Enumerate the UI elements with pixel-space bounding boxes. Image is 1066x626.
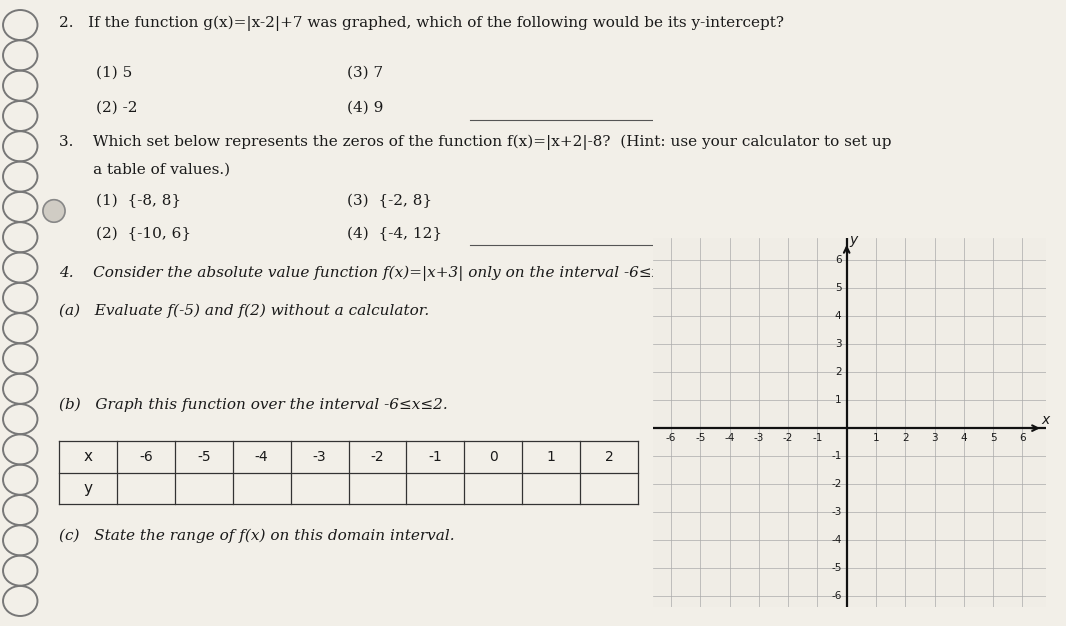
Text: 5: 5 <box>835 283 841 293</box>
Text: 1: 1 <box>873 433 879 443</box>
Text: -6: -6 <box>139 450 152 464</box>
Text: (3) 7: (3) 7 <box>346 66 383 80</box>
Text: 3.    Which set below represents the zeros of the function f(x)=|x+2|-8?  (Hint:: 3. Which set below represents the zeros … <box>59 135 891 150</box>
Text: -5: -5 <box>695 433 706 443</box>
Text: (a)   Evaluate f(-5) and f(2) without a calculator.: (a) Evaluate f(-5) and f(2) without a ca… <box>59 304 430 318</box>
Text: 1: 1 <box>835 395 841 405</box>
Text: -1: -1 <box>429 450 442 464</box>
Text: (b)   Graph this function over the interval -6≤x≤2.: (b) Graph this function over the interva… <box>59 398 448 412</box>
Text: (1) 5: (1) 5 <box>96 66 132 80</box>
Text: (2)  {-10, 6}: (2) {-10, 6} <box>96 227 191 241</box>
Text: 3: 3 <box>932 433 938 443</box>
Text: -2: -2 <box>371 450 384 464</box>
Text: -5: -5 <box>831 563 841 573</box>
Text: 4: 4 <box>835 311 841 321</box>
Text: -1: -1 <box>812 433 823 443</box>
Text: (2) -2: (2) -2 <box>96 100 138 114</box>
Text: -4: -4 <box>725 433 734 443</box>
Text: 4.    Consider the absolute value function f(x)=|x+3| only on the interval -6≤x≤: 4. Consider the absolute value function … <box>59 266 688 282</box>
Text: x: x <box>83 449 93 464</box>
Text: -2: -2 <box>782 433 793 443</box>
Text: 1: 1 <box>547 450 555 464</box>
Text: 0: 0 <box>489 450 498 464</box>
Text: 2: 2 <box>902 433 908 443</box>
Text: 2: 2 <box>604 450 614 464</box>
Text: 5: 5 <box>989 433 997 443</box>
Text: -4: -4 <box>255 450 269 464</box>
Text: 4: 4 <box>960 433 967 443</box>
Text: (4)  {-4, 12}: (4) {-4, 12} <box>346 227 442 241</box>
Text: (c)   State the range of f(x) on this domain interval.: (c) State the range of f(x) on this doma… <box>59 529 454 543</box>
Text: 2: 2 <box>835 367 841 377</box>
Text: -6: -6 <box>666 433 676 443</box>
Text: 6: 6 <box>835 255 841 265</box>
Text: -4: -4 <box>831 535 841 545</box>
Text: 6: 6 <box>1019 433 1025 443</box>
Text: x: x <box>1041 413 1049 427</box>
Text: -3: -3 <box>312 450 326 464</box>
Text: y: y <box>83 481 93 496</box>
Text: 3: 3 <box>835 339 841 349</box>
Text: y: y <box>850 233 858 247</box>
Text: -6: -6 <box>831 591 841 601</box>
Text: -3: -3 <box>831 507 841 517</box>
Circle shape <box>43 200 65 222</box>
Text: a table of values.): a table of values.) <box>59 163 230 177</box>
Text: (3)  {-2, 8}: (3) {-2, 8} <box>346 194 432 208</box>
Text: -3: -3 <box>754 433 764 443</box>
Text: -2: -2 <box>831 479 841 489</box>
Text: -1: -1 <box>831 451 841 461</box>
Text: (1)  {-8, 8}: (1) {-8, 8} <box>96 194 181 208</box>
Text: (4) 9: (4) 9 <box>346 100 384 114</box>
Text: 2.   If the function g(x)=|x-2|+7 was graphed, which of the following would be i: 2. If the function g(x)=|x-2|+7 was grap… <box>59 16 784 31</box>
Text: -5: -5 <box>197 450 210 464</box>
